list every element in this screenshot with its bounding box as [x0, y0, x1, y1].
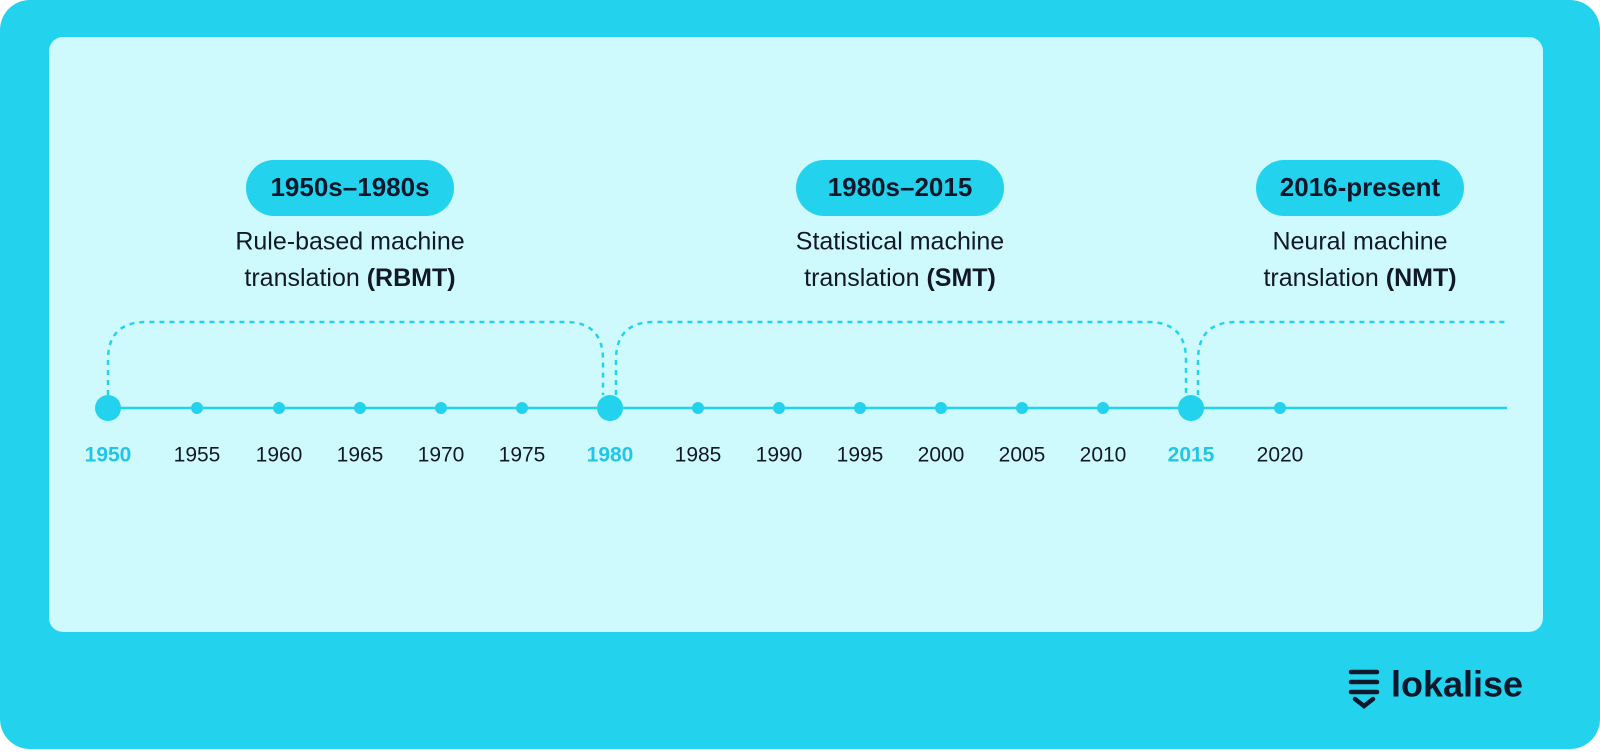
- year-label: 1965: [337, 444, 384, 467]
- year-label: 1955: [174, 444, 221, 467]
- era-description-text: translation: [1263, 264, 1378, 292]
- era-description-text: translation: [804, 264, 919, 292]
- year-label: 2000: [918, 444, 965, 467]
- year-label: 1960: [256, 444, 303, 467]
- panel: [49, 37, 1543, 632]
- minor-dot: [1274, 402, 1286, 414]
- era-description: translation (NMT): [1263, 264, 1456, 292]
- era-description-text: translation: [244, 264, 359, 292]
- brand-logo: lokalise: [1348, 664, 1523, 709]
- minor-dot: [354, 402, 366, 414]
- year-label: 1985: [675, 444, 722, 467]
- brand-name: lokalise: [1391, 664, 1523, 705]
- minor-dot: [1016, 402, 1028, 414]
- major-dot: [1178, 395, 1204, 421]
- minor-dot: [854, 402, 866, 414]
- era-description: Rule-based machine: [235, 228, 464, 256]
- year-label: 1975: [499, 444, 546, 467]
- year-label: 2005: [999, 444, 1046, 467]
- era-pill: [246, 160, 454, 216]
- era-bracket: [106, 320, 605, 395]
- year-label: 2020: [1257, 444, 1304, 467]
- year-label: 1950: [85, 444, 132, 467]
- era-period: 2016-present: [1280, 172, 1441, 202]
- year-label: 1980: [587, 444, 634, 467]
- minor-dot: [935, 402, 947, 414]
- era-pill: [796, 160, 1004, 216]
- year-label: 1970: [418, 444, 465, 467]
- era-abbreviation: (RBMT): [367, 264, 456, 292]
- era-description: translation (SMT): [804, 264, 996, 292]
- minor-dot: [435, 402, 447, 414]
- major-dot: [597, 395, 623, 421]
- minor-dot: [191, 402, 203, 414]
- era-brackets: [106, 320, 1507, 395]
- era-abbreviation: (NMT): [1386, 264, 1457, 292]
- era-period: 1980s–2015: [828, 172, 973, 202]
- minor-dot: [273, 402, 285, 414]
- minor-dot: [516, 402, 528, 414]
- era-description: Statistical machine: [796, 228, 1004, 256]
- year-label: 2010: [1080, 444, 1127, 467]
- era-description: translation (RBMT): [244, 264, 455, 292]
- era-period: 1950s–1980s: [270, 172, 429, 202]
- year-label: 1990: [756, 444, 803, 467]
- minor-dot: [773, 402, 785, 414]
- era-bracket: [614, 320, 1188, 395]
- era-pill: [1256, 160, 1464, 216]
- minor-dot: [1097, 402, 1109, 414]
- era-abbreviation: (SMT): [926, 264, 995, 292]
- year-label: 2015: [1168, 444, 1215, 467]
- major-dot: [95, 395, 121, 421]
- minor-dot: [692, 402, 704, 414]
- era-description: Neural machine: [1272, 228, 1447, 256]
- year-label: 1995: [837, 444, 884, 467]
